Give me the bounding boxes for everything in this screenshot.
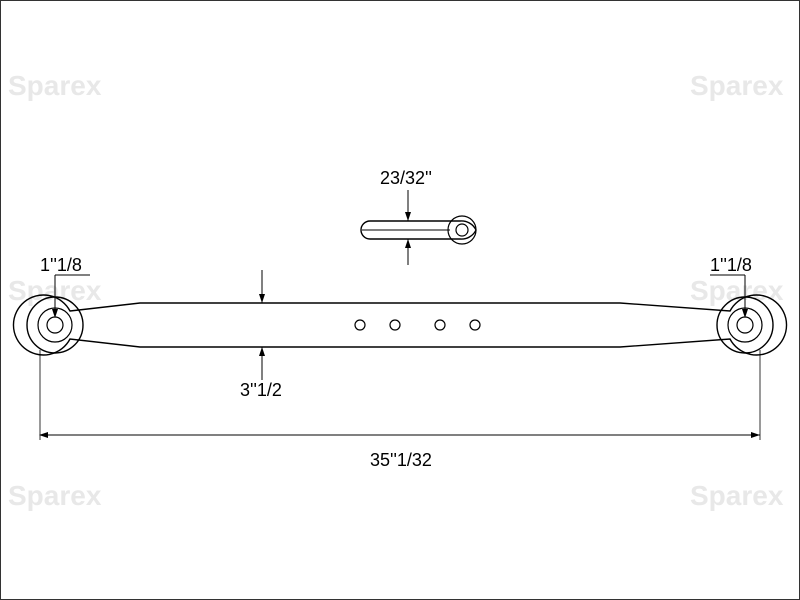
side-view-end-ring [448,216,476,244]
dim-label-right-ball: 1''1/8 [710,255,752,276]
ball-end-left-inner [47,317,63,333]
dim-label-left-ball: 1''1/8 [40,255,82,276]
dim-label-thickness: 23/32'' [380,168,432,189]
side-view-end-hole [456,224,468,236]
center-hole [355,320,365,330]
center-hole [435,320,445,330]
ball-end-right-inner [737,317,753,333]
technical-drawing [0,0,800,600]
dim-label-overall: 35''1/32 [370,450,432,471]
dim-label-height: 3''1/2 [240,380,282,401]
center-hole [390,320,400,330]
center-hole [470,320,480,330]
